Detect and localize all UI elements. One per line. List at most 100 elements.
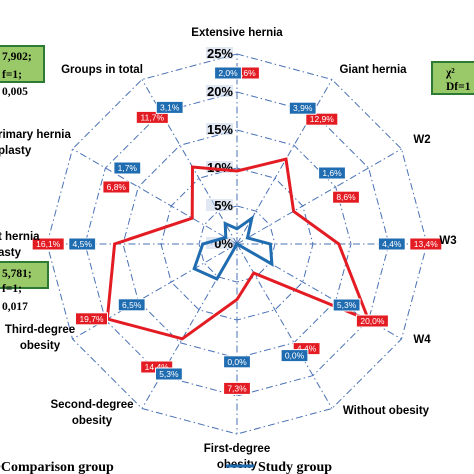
legend-item-comparison: •Comparison group [0,460,114,474]
axis-label: Third-degree obesity [5,324,75,352]
data-label-bg [75,312,108,326]
data-label: 4,4% [297,344,317,354]
tick-label-bg [206,85,233,97]
data-label-bg [223,381,251,395]
series-line-comparison [105,157,372,341]
axis-label: Extensive hernia [191,27,283,39]
grid-ring [198,205,276,283]
data-label-bg [305,112,339,126]
data-label-bg [223,355,251,369]
data-label: 5,3% [337,300,357,310]
stat-box [0,261,49,289]
tick-label: 5% [214,198,233,213]
data-label-bg [332,190,360,204]
data-label: 1,6% [322,168,342,178]
stat-boxes: 7,902; f=1; 0,005 χ² Df=1 5,781; f=1; 0,017 [0,45,474,313]
stat-line: χ² [445,67,455,79]
tick-label-bg [206,47,233,59]
grid-spoke [141,79,238,245]
axis-label-line: rimary hernia [0,129,71,141]
data-label: 19,7% [79,314,104,324]
data-label: 3,1% [160,102,180,112]
axis-label-line: plasty [0,145,32,157]
axis-label-line: W4 [413,334,431,346]
data-label-bg [288,101,317,115]
data-label: 4,5% [73,239,93,249]
data-label-bg [155,100,184,114]
data-label: 9,6% [236,68,256,78]
data-label: 13,4% [414,239,439,249]
axis-label: Without obesity [343,405,430,417]
tick-label: 15% [207,122,233,137]
grid-spoke [236,148,402,245]
axis-label: t hernia asty [0,231,40,259]
axis-label-line: W3 [439,235,456,247]
tick-label-bg [206,199,233,211]
axis-label-line: Extensive hernia [191,27,283,39]
axis-label-line: asty [0,247,22,259]
data-label-bg [214,66,242,80]
axis-labels: Extensive hernia Giant hernia W2 W3 W4 Withou… [0,27,457,471]
axis-label-line: t hernia [0,231,40,243]
data-label: 0,0% [285,351,305,361]
data-label-bg [102,180,131,194]
axis-label-line: Giant hernia [339,64,407,76]
data-label: 3,9% [293,103,313,113]
data-label: 2,0% [218,68,238,78]
axis-label-line: Groups in total [61,64,143,76]
data-label-bg [409,237,443,251]
stat-box [431,61,474,95]
data-label: 5,3% [159,369,179,379]
axis-label: Groups in total [61,64,143,76]
data-label-bg [377,237,406,251]
series-line-study [192,214,274,281]
stat-line: 0,017 [2,301,28,313]
legend-item-study: Study group [258,460,332,474]
data-label: 0,0% [227,357,247,367]
data-label: 4,4% [382,239,402,249]
grid-spoke [236,243,333,409]
tick-label-bg [206,123,233,135]
data-label: 1,7% [118,163,138,173]
legend: •Comparison group Study group [0,460,332,474]
data-label: 6,8% [107,182,127,192]
tick-labels: 0%5%10%15%20%25% [206,46,233,251]
axis-label: Second-degree obesity [50,399,133,427]
axis-label: W3 [439,235,456,247]
data-label-bg [135,110,169,124]
data-label-bg [31,237,65,251]
axis-label-line: Second-degree [50,399,133,411]
data-label-bg [318,166,346,180]
data-label: 7,3% [227,383,247,393]
data-label-bg [68,237,97,251]
axis-label-line: obesity [20,340,61,352]
data-label: 11,7% [141,112,165,122]
axis-label: rimary hernia plasty [0,129,71,157]
data-labels: 9,6% 12,9% 8,6% 13,4% 20,0% 4,4% 7,3% 14,4% 19,7… [31,66,443,395]
axis-label: W4 [413,334,431,346]
stat-line: f=1; [2,283,22,295]
axis-label: Giant hernia [339,64,407,76]
axis-label: W2 [413,134,430,146]
grid-spoke [72,243,238,340]
stat-box [0,45,45,83]
axis-label-line: Third-degree [5,324,75,336]
tick-label: 20% [207,84,233,99]
data-label: 12,9% [310,114,335,124]
data-label: 16,1% [36,239,61,249]
axis-label-line: W2 [413,134,430,146]
stat-line: f=1; [2,69,22,81]
data-label: 20,0% [360,316,385,326]
axis-label-line: obesity [72,415,113,427]
data-label-bg [113,161,142,175]
axis-label-line: Without obesity [343,405,430,417]
stat-line: 5,781; [2,268,32,280]
stat-line: 0,005 [2,86,28,98]
stat-line: 7,902; [2,51,32,63]
data-label: 6,5% [122,300,142,310]
data-label-bg [355,314,389,328]
data-label: 8,6% [336,192,356,202]
data-label-bg [155,367,183,381]
